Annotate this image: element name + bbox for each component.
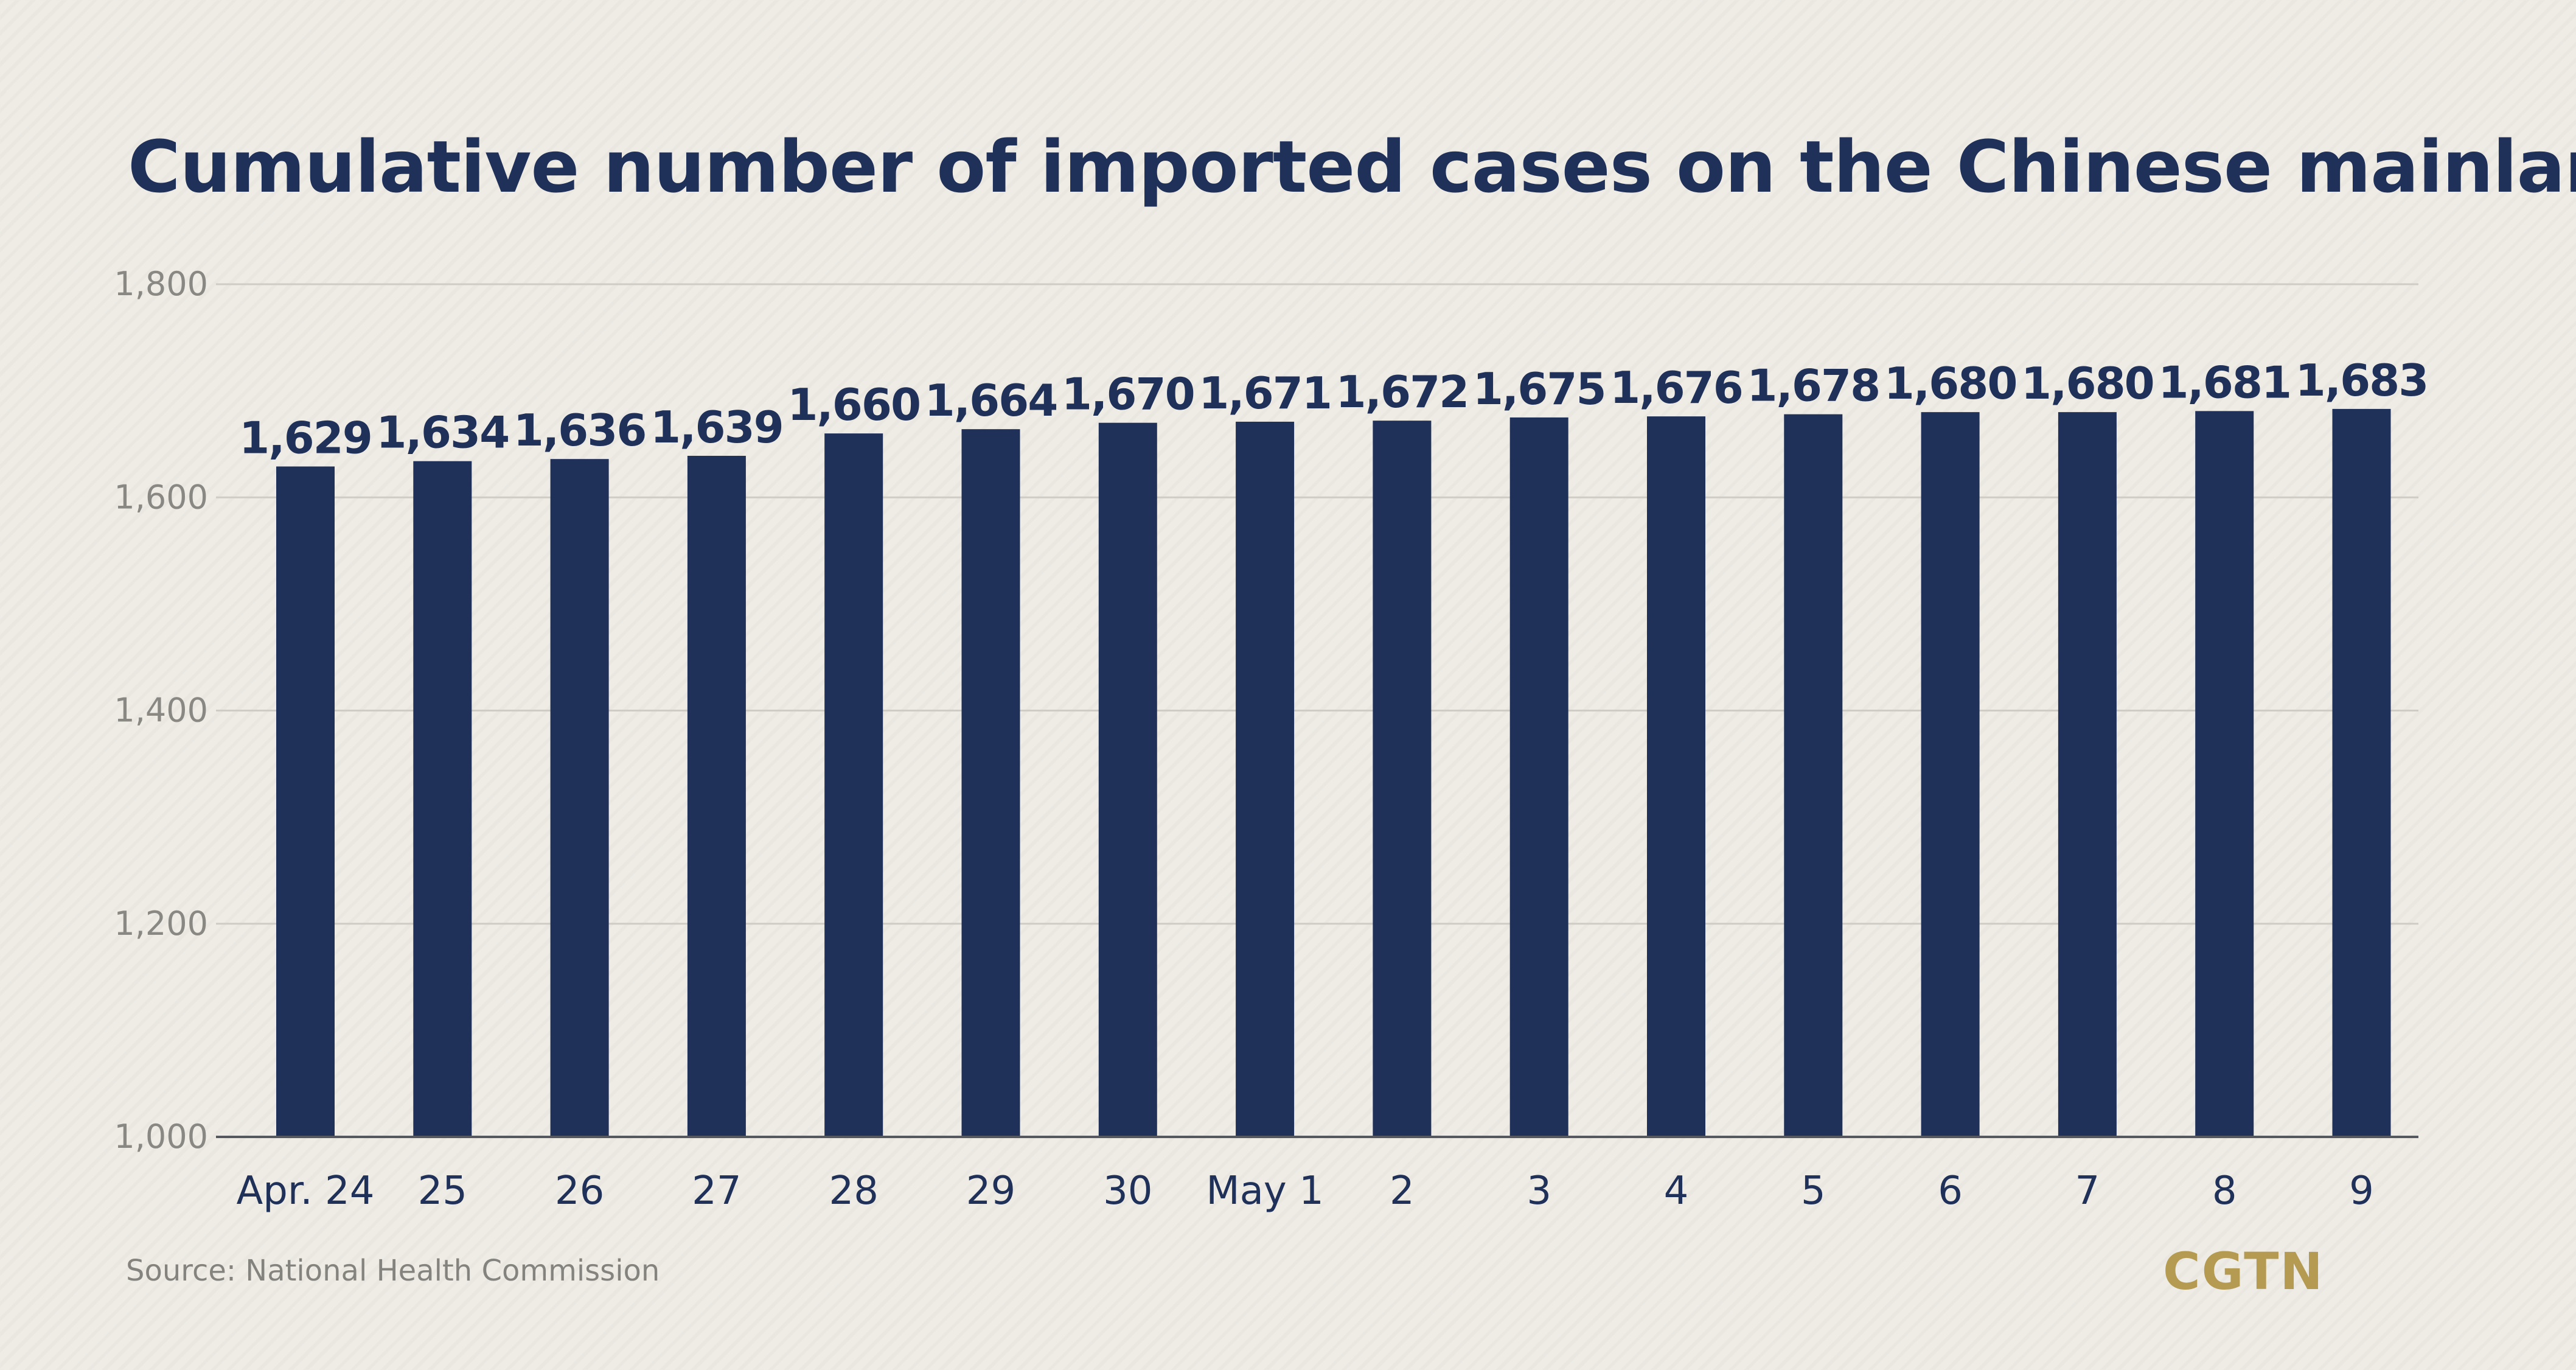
y-tick-label: 1,800 xyxy=(114,265,208,303)
x-category-label: 8 xyxy=(2212,1169,2237,1214)
x-category-label: 25 xyxy=(418,1169,467,1214)
chart-title: Cumulative number of imported cases on t… xyxy=(128,125,2576,209)
source-note: Source: National Health Commission xyxy=(126,1254,660,1288)
bar-value-label: 1,670 xyxy=(1062,369,1194,420)
bar-value-label: 1,634 xyxy=(376,407,509,458)
bar-value-label: 1,676 xyxy=(1610,362,1742,413)
bar-value-label: 1,675 xyxy=(1473,363,1606,414)
cgtn-logo: CGTN xyxy=(2163,1242,2324,1301)
x-category-label: 2 xyxy=(1390,1169,1415,1214)
x-category-label: Apr. 24 xyxy=(237,1169,375,1214)
bar xyxy=(1098,422,1157,1137)
y-tick-label: 1,000 xyxy=(114,1117,208,1156)
bar xyxy=(276,466,335,1137)
bar xyxy=(1921,412,1980,1137)
x-category-label: 4 xyxy=(1664,1169,1689,1214)
bar xyxy=(550,459,609,1137)
y-tick-label: 1,200 xyxy=(114,904,208,943)
bar-value-label: 1,629 xyxy=(239,412,372,463)
x-axis-labels: Apr. 24 25 26 27 28 29 30 May 1 2 3 4 5 6 7 8 9 xyxy=(237,1169,2374,1214)
bar xyxy=(2058,412,2117,1137)
x-category-label: 28 xyxy=(829,1169,878,1214)
x-category-label: 9 xyxy=(2349,1169,2374,1214)
bars xyxy=(276,408,2391,1138)
bar-value-label: 1,681 xyxy=(2158,357,2291,408)
bar xyxy=(1373,421,1432,1138)
x-category-label: 6 xyxy=(1938,1169,1963,1214)
bar-value-label: 1,680 xyxy=(2021,358,2154,409)
bar-value-label: 1,639 xyxy=(650,402,783,453)
bar xyxy=(1647,416,1705,1137)
y-tick-label: 1,400 xyxy=(114,691,208,730)
bar xyxy=(824,433,883,1137)
bar-value-label: 1,671 xyxy=(1199,368,1331,419)
x-category-label: 26 xyxy=(555,1169,604,1214)
x-category-label: 30 xyxy=(1103,1169,1152,1214)
x-category-label: 5 xyxy=(1801,1169,1826,1214)
bar xyxy=(687,455,746,1138)
bar xyxy=(1236,421,1295,1137)
bar-value-label: 1,680 xyxy=(1884,358,2017,409)
bar xyxy=(1509,417,1568,1137)
bar-value-label: 1,672 xyxy=(1336,366,1469,418)
y-tick-label: 1,600 xyxy=(114,478,208,516)
bar-value-label: 1,660 xyxy=(787,379,920,430)
bar xyxy=(1784,414,1843,1137)
bar xyxy=(961,429,1020,1138)
x-category-label: 7 xyxy=(2075,1169,2100,1214)
x-category-label: 27 xyxy=(692,1169,741,1214)
bar-value-label: 1,664 xyxy=(925,375,1057,426)
x-category-label: 29 xyxy=(966,1169,1015,1214)
bar xyxy=(2332,408,2391,1137)
bar xyxy=(2195,411,2254,1138)
bar-value-label: 1,678 xyxy=(1747,360,1879,411)
bar-value-label: 1,636 xyxy=(513,405,646,456)
bar-value-label: 1,683 xyxy=(2296,355,2428,406)
x-category-label: 3 xyxy=(1526,1169,1551,1214)
y-axis-ticks: 1,000 1,200 1,400 1,600 1,800 xyxy=(114,265,208,1156)
value-labels: 1,629 1,634 1,636 1,639 1,660 1,664 1,670 1,671… xyxy=(239,355,2429,464)
x-category-label: May 1 xyxy=(1206,1169,1323,1214)
bar xyxy=(413,461,472,1137)
